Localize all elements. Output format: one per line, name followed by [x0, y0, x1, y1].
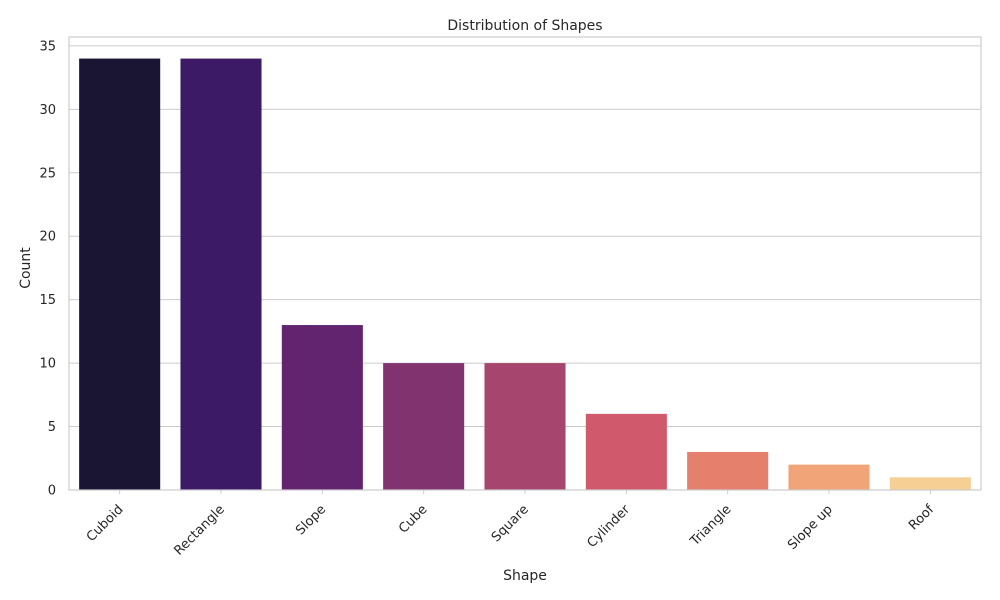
bar-cylinder	[585, 413, 667, 490]
x-tick-label: Cube	[396, 502, 430, 536]
y-tick-label: 20	[39, 230, 56, 245]
y-tick-label: 15	[39, 293, 56, 308]
chart-title: Distribution of Shapes	[447, 18, 602, 34]
x-tick-label: Triangle	[687, 502, 734, 549]
bar-roof	[889, 477, 971, 490]
bar-cuboid	[79, 58, 161, 490]
x-tick-label: Square	[489, 502, 532, 545]
x-tick-label: Slope	[293, 502, 329, 538]
y-tick-label: 25	[39, 166, 56, 181]
y-tick-label: 0	[48, 484, 56, 499]
bar-triangle	[687, 451, 769, 490]
x-tick-label: Roof	[906, 502, 937, 533]
bar-slope	[281, 325, 363, 490]
bar-rectangle	[180, 58, 262, 490]
bar-square	[484, 363, 566, 490]
x-tick-label: Cuboid	[84, 502, 127, 545]
bar-slope-up	[788, 464, 870, 490]
y-tick-layer: 0 5 10 15 20 25 30 35	[39, 39, 56, 498]
x-tick-label: Rectangle	[171, 502, 227, 558]
x-tick-label: Cylinder	[584, 502, 633, 551]
y-tick-label: 35	[39, 39, 56, 54]
y-tick-label: 30	[39, 103, 56, 118]
x-tick-label: Slope up	[785, 502, 836, 553]
y-tick-label: 10	[39, 357, 56, 372]
bar-layer	[79, 58, 971, 490]
x-axis-label: Shape	[503, 568, 547, 584]
y-axis-label: Count	[18, 247, 34, 289]
bar-cube	[383, 363, 465, 490]
y-tick-label: 5	[48, 420, 56, 435]
x-tick-layer: Cuboid Rectangle Slope Cube Square Cylinder Tr…	[84, 490, 937, 559]
